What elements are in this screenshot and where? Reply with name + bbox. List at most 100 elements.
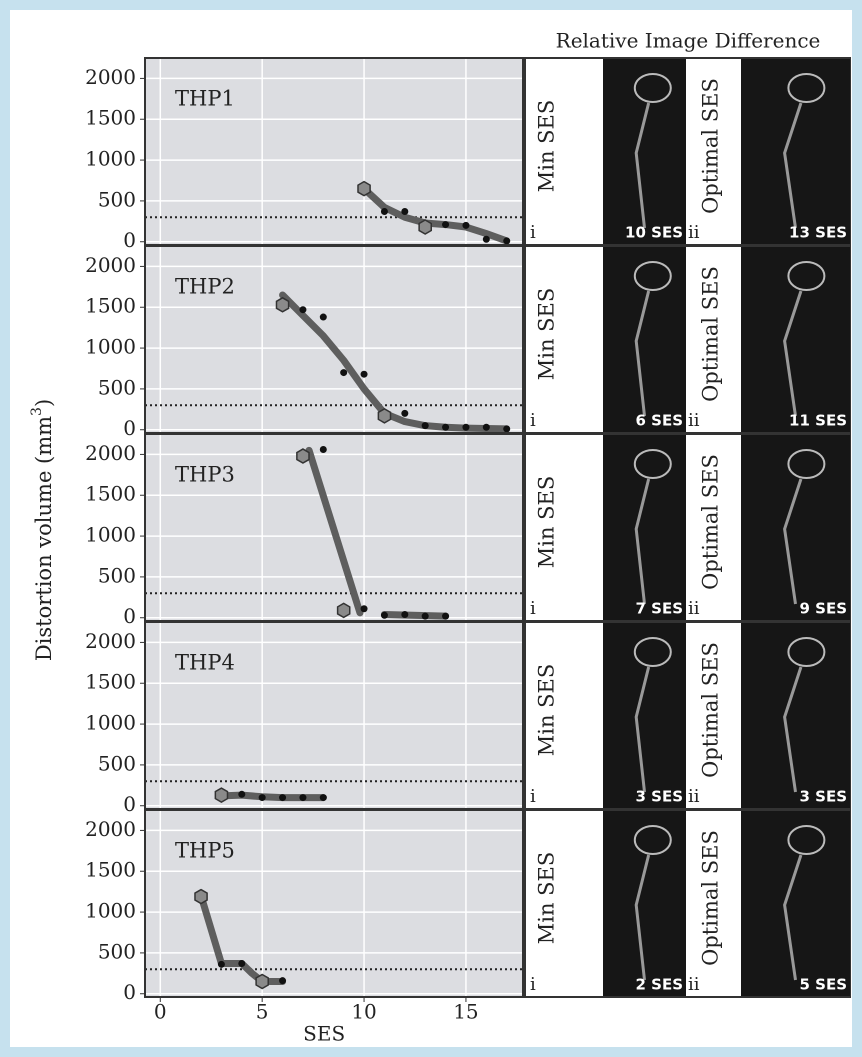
image-label: Min SES — [535, 288, 559, 381]
image-anatomy — [633, 637, 672, 667]
selected-point — [255, 973, 269, 990]
plot — [145, 58, 523, 245]
panel-title: THP2 — [175, 275, 235, 299]
image-index: i — [530, 598, 536, 619]
image-index: ii — [688, 786, 700, 807]
y-tick-label: 1000 — [85, 147, 136, 171]
image-index: i — [530, 410, 536, 431]
image-index: i — [530, 786, 536, 807]
image-anatomy — [783, 854, 803, 981]
fit-line — [360, 185, 511, 245]
y-tick-label: 2000 — [85, 441, 136, 465]
image-anatomy — [787, 449, 826, 479]
selected-point — [336, 602, 351, 619]
image-anatomy — [787, 825, 826, 855]
image-anatomy — [633, 825, 672, 855]
selected-point — [194, 888, 208, 905]
image-label: Optimal SES — [699, 266, 723, 402]
image — [741, 59, 850, 244]
image-anatomy — [787, 73, 826, 103]
image-anatomy — [783, 666, 803, 793]
data-point — [279, 794, 287, 802]
image — [741, 811, 850, 996]
image-index: i — [530, 222, 536, 243]
panel-title: THP1 — [175, 87, 235, 111]
image-anatomy — [634, 478, 651, 605]
y-tick-label: 0 — [123, 792, 136, 816]
x-axis-label: SES — [303, 1022, 345, 1046]
panel-title: THP5 — [175, 839, 235, 863]
image-ses: 9 SES — [799, 600, 847, 618]
data-point — [258, 794, 266, 802]
y-tick-label: 500 — [98, 939, 136, 963]
data-point — [421, 422, 429, 430]
image-ses: 13 SES — [789, 224, 847, 242]
image-ses: 3 SES — [799, 788, 847, 806]
image-index: ii — [688, 222, 700, 243]
image-anatomy — [633, 261, 672, 291]
y-label-end: ) — [32, 399, 56, 407]
image-ses: 10 SES — [625, 224, 683, 242]
data-point — [279, 977, 287, 985]
plot-background — [145, 622, 523, 809]
data-point — [401, 208, 409, 216]
plot-background — [145, 246, 523, 433]
y-tick-label: 1000 — [85, 335, 136, 359]
image-ses: 3 SES — [635, 788, 683, 806]
y-axis-label: Distortion volume (mm3) — [29, 399, 56, 661]
image-label: Optimal SES — [699, 642, 723, 778]
image-anatomy — [634, 290, 651, 417]
image-anatomy — [783, 478, 803, 605]
selected-point — [377, 407, 392, 424]
plot — [145, 622, 523, 809]
image-index: ii — [688, 974, 700, 995]
image — [603, 435, 686, 620]
fit-line — [279, 291, 511, 433]
image — [741, 435, 850, 620]
data-point — [421, 612, 429, 620]
data-point — [238, 790, 246, 798]
image-ses: 6 SES — [635, 412, 683, 430]
selected-point — [296, 448, 310, 464]
image — [603, 623, 686, 808]
image-anatomy — [633, 73, 672, 103]
plot — [145, 246, 523, 433]
selected-point — [214, 787, 229, 803]
y-tick-label: 0 — [123, 228, 136, 252]
image-ses: 2 SES — [635, 976, 683, 994]
data-point — [482, 235, 490, 243]
image-label: Min SES — [535, 100, 559, 193]
image-ses: 5 SES — [799, 976, 847, 994]
data-point — [319, 794, 327, 802]
data-point — [442, 612, 450, 620]
y-tick-label: 1500 — [85, 482, 136, 506]
fit-line — [305, 446, 450, 620]
image-label: Min SES — [535, 852, 559, 945]
y-tick-label: 1000 — [85, 899, 136, 923]
y-tick-label: 1000 — [85, 523, 136, 547]
y-tick-label: 2000 — [85, 817, 136, 841]
y-tick-label: 0 — [123, 980, 136, 1004]
image-anatomy — [787, 637, 826, 667]
y-tick-label: 500 — [98, 563, 136, 587]
image-anatomy — [633, 449, 672, 479]
data-point — [380, 208, 388, 216]
image-index: ii — [688, 598, 700, 619]
selected-point — [275, 296, 290, 313]
image-label: Optimal SES — [699, 78, 723, 214]
y-tick-label: 500 — [98, 751, 136, 775]
panel-title: THP3 — [175, 463, 235, 487]
image-anatomy — [634, 102, 651, 229]
image-ses: 11 SES — [789, 412, 847, 430]
plot — [145, 810, 523, 997]
image-label: Min SES — [535, 476, 559, 569]
data-point — [462, 423, 470, 431]
image — [603, 247, 686, 432]
fit-line — [217, 791, 327, 802]
data-point — [360, 370, 368, 378]
selected-point — [357, 180, 371, 197]
plot-frame — [144, 809, 524, 998]
image-label: Min SES — [535, 664, 559, 757]
data-point — [401, 610, 409, 618]
